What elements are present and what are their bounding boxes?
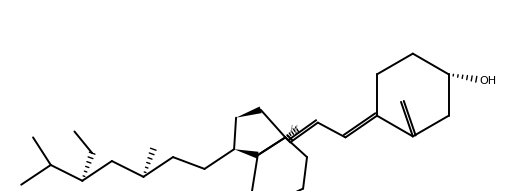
Polygon shape — [236, 107, 262, 118]
Text: H: H — [289, 124, 297, 135]
Polygon shape — [234, 149, 259, 158]
Text: OH: OH — [479, 76, 496, 86]
